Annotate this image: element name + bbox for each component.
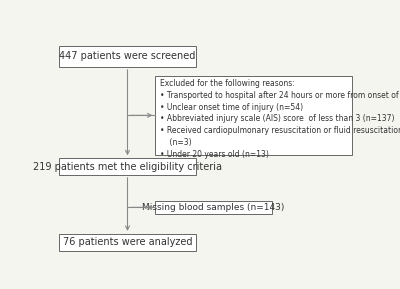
FancyBboxPatch shape (155, 201, 272, 214)
Text: 76 patients were analyzed: 76 patients were analyzed (63, 237, 192, 247)
FancyBboxPatch shape (59, 158, 196, 175)
Text: Missing blood samples (n=143): Missing blood samples (n=143) (142, 203, 285, 212)
FancyBboxPatch shape (59, 46, 196, 67)
Text: 219 patients met the eligibility criteria: 219 patients met the eligibility criteri… (33, 162, 222, 172)
FancyBboxPatch shape (155, 76, 352, 155)
Text: 447 patients were screened: 447 patients were screened (59, 51, 196, 61)
Text: Excluded for the following reasons:
• Transported to hospital after 24 hours or : Excluded for the following reasons: • Tr… (160, 79, 400, 159)
FancyBboxPatch shape (59, 234, 196, 251)
